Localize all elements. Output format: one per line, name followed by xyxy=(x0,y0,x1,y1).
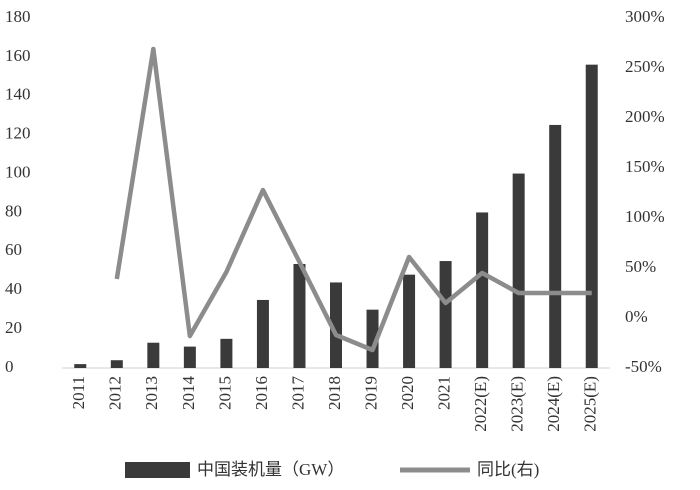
y-tick-label: 80 xyxy=(5,201,22,220)
bar xyxy=(220,338,233,368)
y2-tick-label: 300% xyxy=(625,7,665,26)
x-tick-label: 2017 xyxy=(288,376,307,411)
x-tick-label: 2023(E) xyxy=(508,376,527,432)
bar xyxy=(403,274,416,368)
y-tick-label: 120 xyxy=(5,124,31,143)
bar xyxy=(439,261,452,368)
x-tick-label: 2018 xyxy=(325,376,344,410)
x-tick-label: 2012 xyxy=(106,376,125,410)
x-tick-label: 2021 xyxy=(435,376,454,410)
x-tick-label: 2015 xyxy=(215,376,234,410)
x-tick-label: 2016 xyxy=(252,376,271,410)
bar xyxy=(585,64,598,369)
bar xyxy=(183,346,196,368)
x-tick-label: 2019 xyxy=(361,376,380,410)
y2-tick-label: 250% xyxy=(625,57,665,76)
y2-tick-label: 200% xyxy=(625,107,665,126)
y2-tick-label: 50% xyxy=(625,257,656,276)
y-tick-label: 160 xyxy=(5,46,31,65)
y-tick-label: 100 xyxy=(5,162,31,181)
y-tick-label: 140 xyxy=(5,85,31,104)
legend-label: 中国装机量（GW） xyxy=(197,460,344,479)
y-tick-label: 0 xyxy=(5,357,14,376)
y-tick-label: 180 xyxy=(5,7,31,26)
bar xyxy=(74,364,87,368)
y-tick-label: 60 xyxy=(5,240,22,259)
y2-tick-label: 100% xyxy=(625,207,665,226)
bar xyxy=(293,263,306,368)
bar xyxy=(366,309,379,368)
bar xyxy=(512,173,525,368)
legend-label: 同比(右) xyxy=(477,460,539,479)
y2-tick-label: 150% xyxy=(625,157,665,176)
x-tick-label: 2025(E) xyxy=(581,376,600,432)
bar xyxy=(110,360,123,368)
x-tick-label: 2022(E) xyxy=(471,376,490,432)
bar xyxy=(549,124,562,368)
bar xyxy=(147,342,160,368)
x-tick-label: 2013 xyxy=(142,376,161,410)
y2-tick-label: 0% xyxy=(625,307,648,326)
y-tick-label: 20 xyxy=(5,318,22,337)
legend-swatch xyxy=(125,462,190,478)
x-tick-label: 2020 xyxy=(398,376,417,410)
line xyxy=(114,46,592,353)
y2-tick-label: -50% xyxy=(625,357,662,376)
x-tick-label: 2014 xyxy=(179,376,198,411)
x-tick-label: 2024(E) xyxy=(544,376,563,432)
bar xyxy=(330,282,342,368)
bar xyxy=(476,212,489,368)
y-tick-label: 40 xyxy=(5,279,22,298)
x-tick-label: 2011 xyxy=(69,376,88,409)
bar xyxy=(256,299,269,368)
